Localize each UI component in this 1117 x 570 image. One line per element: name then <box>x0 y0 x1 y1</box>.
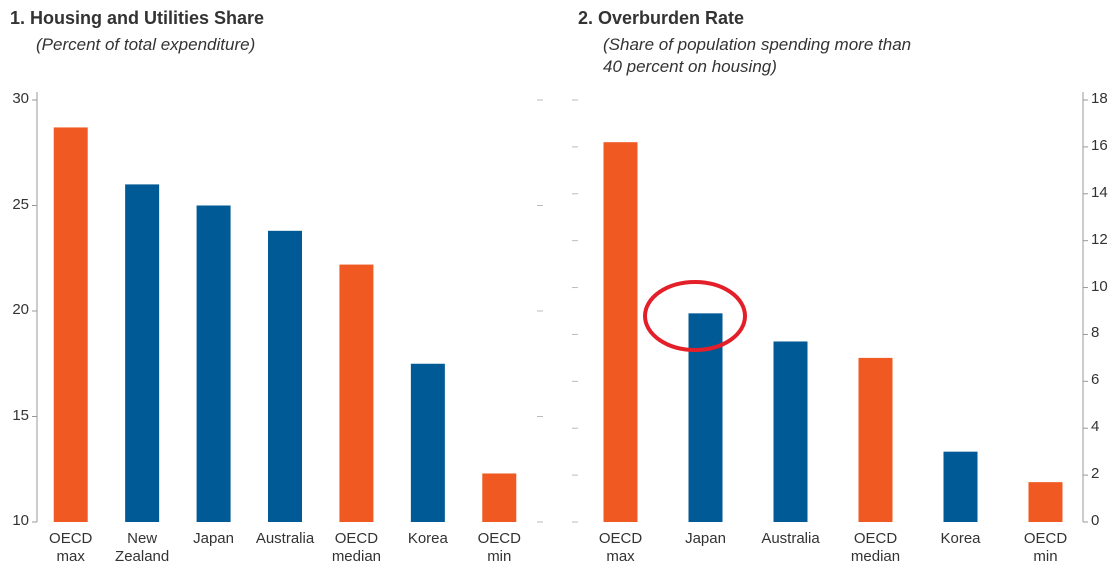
bar <box>773 341 808 522</box>
x-tick-label: Japan <box>193 530 234 547</box>
bar <box>1028 482 1063 522</box>
bar <box>268 230 302 522</box>
x-tick-label: OECD min <box>1023 530 1068 565</box>
x-tick-label: Australia <box>255 530 315 547</box>
bar <box>125 184 160 522</box>
y-tick-label: 30 <box>12 90 29 107</box>
y-tick-label: 25 <box>12 195 29 213</box>
y-tick-label: 10 <box>1091 277 1108 295</box>
x-tick-label: OECD median <box>850 530 901 565</box>
x-tick-label: New Zealand <box>115 530 170 565</box>
x-tick-label: OECD max <box>49 530 93 565</box>
bar <box>53 127 88 523</box>
bar <box>603 142 638 522</box>
x-tick-label: OECD min <box>477 530 521 565</box>
x-tick-label: OECD median <box>331 530 382 565</box>
highlight-circle <box>643 280 747 352</box>
y-tick-label: 20 <box>12 301 29 318</box>
bar <box>196 205 231 522</box>
y-tick-label: 16 <box>1091 136 1108 154</box>
chart-subtitle: (Percent of total expenditure) <box>36 35 256 54</box>
x-tick-label: OECD max <box>598 530 643 565</box>
chart-title: 1. Housing and Utilities Share <box>10 8 265 28</box>
bar <box>943 451 978 522</box>
y-tick-label: 4 <box>1091 418 1100 436</box>
y-tick-label: 10 <box>12 512 29 529</box>
x-tick-label: Korea <box>407 530 448 547</box>
x-tick-label: Japan <box>685 530 726 547</box>
x-tick-label: Australia <box>761 530 820 547</box>
x-tick-label: Korea <box>940 530 981 547</box>
bar <box>410 363 445 522</box>
chart-title: 2. Overburden Rate <box>578 8 745 28</box>
y-tick-label: 18 <box>1091 90 1108 107</box>
y-tick-label: 12 <box>1091 230 1108 248</box>
y-tick-label: 8 <box>1091 324 1100 342</box>
bar <box>339 264 374 522</box>
y-tick-label: 6 <box>1091 371 1100 389</box>
chart-subtitle: (Share of population spending more than … <box>603 35 912 76</box>
y-tick-label: 2 <box>1091 465 1100 483</box>
bar <box>482 473 517 522</box>
bar <box>858 357 893 522</box>
y-tick-label: 14 <box>1091 183 1108 201</box>
y-tick-label: 15 <box>12 406 29 424</box>
y-tick-label: 0 <box>1091 512 1100 529</box>
